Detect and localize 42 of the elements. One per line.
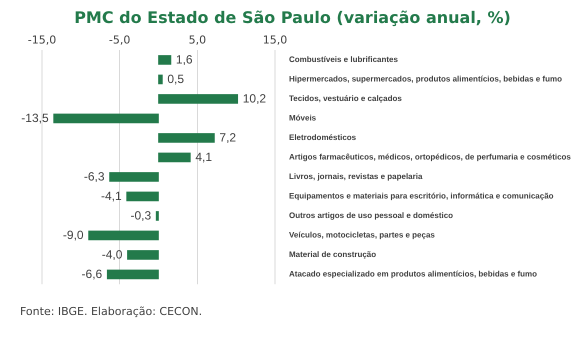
x-tick-label: 5,0 (188, 33, 206, 46)
y-tick-label: Móveis (289, 114, 317, 123)
chart-title: PMC do Estado de São Paulo (variação anual, %) (73, 8, 512, 27)
data-label: -6,6 (82, 266, 103, 281)
x-tick-label: -5,0 (108, 33, 130, 46)
bar (156, 211, 159, 221)
y-tick-label: Tecidos, vestuário e calçados (289, 94, 402, 104)
y-tick-label: Livros, jornais, revistas e papelaria (289, 172, 423, 182)
bar (109, 172, 159, 182)
x-tick-label: -15,0 (28, 33, 56, 46)
data-label: -4,0 (102, 247, 123, 262)
data-label: -6,3 (84, 169, 105, 184)
bar (158, 133, 215, 143)
data-label: 4,1 (195, 150, 212, 164)
data-label: 1,6 (176, 52, 193, 66)
data-label: -9,0 (62, 228, 84, 242)
y-tick-label: Equipamentos e materiais para escritório, informática e comunicação (289, 192, 554, 201)
y-tick-label: Hipermercados, supermercados, produtos alimentícios, bebidas e fumo (289, 74, 562, 84)
y-tick-label: Eletrodomésticos (289, 133, 357, 142)
bar (106, 270, 159, 280)
x-tick-label: 15,0 (262, 33, 288, 46)
data-label: 7,2 (219, 130, 236, 144)
data-label: 0,5 (167, 72, 184, 86)
y-tick-label: Artigos farmacêuticos, médicos, ortopédicos, de perfumaria e cosméticos (289, 152, 572, 162)
y-tick-label: Outros artigos de uso pessoal e doméstico (289, 211, 454, 220)
bar (88, 230, 159, 240)
source-note: Fonte: IBGE. Elaboração: CECON. (20, 305, 204, 318)
y-tick-label: Veículos, motocicletas, partes e peças (289, 230, 436, 240)
bar (126, 192, 159, 202)
y-tick-label: Atacado especializado em produtos alimentícios, bebidas e fumo (289, 270, 538, 279)
bar (53, 114, 159, 124)
data-label: -0,3 (130, 208, 152, 222)
bar (158, 94, 238, 104)
bar (158, 74, 163, 84)
y-tick-label: Combustíveis e lubrificantes (289, 55, 398, 64)
data-label: -13,5 (21, 110, 49, 125)
y-tick-label: Material de construção (289, 250, 376, 260)
bar (158, 55, 172, 65)
data-label: 10,2 (242, 91, 266, 106)
bar (158, 152, 191, 162)
bar (127, 250, 159, 260)
data-label: -4,1 (100, 188, 122, 203)
